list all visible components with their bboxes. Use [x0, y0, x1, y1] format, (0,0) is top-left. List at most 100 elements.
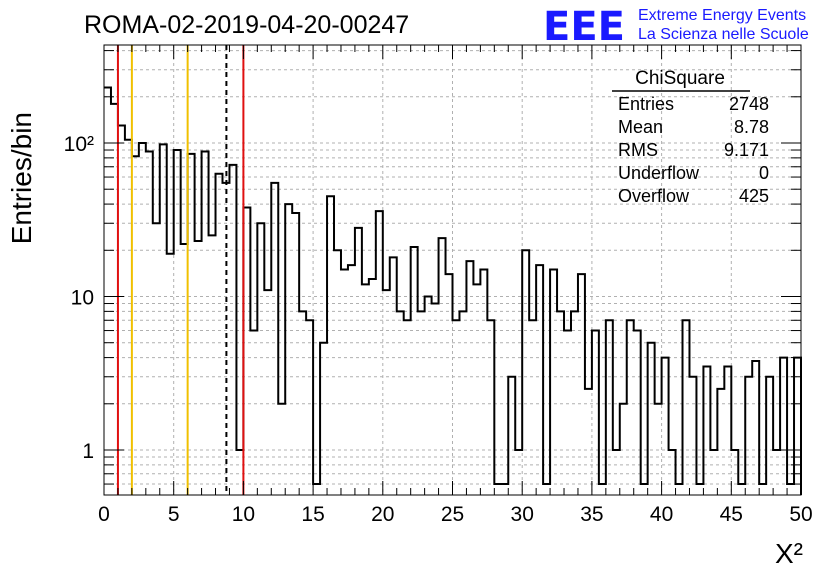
histogram-bin	[118, 126, 125, 495]
histogram-bin	[439, 238, 446, 495]
histogram-bin	[669, 450, 676, 495]
x-tick-label: 5	[168, 503, 180, 526]
histogram-bin	[655, 404, 662, 495]
histogram-bin	[564, 331, 571, 495]
histogram-bin	[404, 320, 411, 495]
histogram-bin	[271, 183, 278, 495]
histogram-bin	[202, 152, 209, 495]
histogram-bin	[459, 311, 466, 495]
histogram-bin	[606, 320, 613, 495]
histogram-bin	[341, 269, 348, 495]
histogram-bin	[683, 320, 690, 495]
x-tick-labels: 0 5 10 15 20 25 30 35 40 45 50	[98, 503, 813, 526]
histogram-bin	[425, 297, 432, 496]
histogram-bin	[515, 450, 522, 495]
histogram-bin	[724, 366, 731, 495]
histogram-bin	[146, 152, 153, 495]
histogram-bin	[780, 358, 787, 495]
y-tick-labels: 1 10 10²	[64, 133, 94, 463]
histogram-bin	[209, 235, 216, 495]
histogram-bin	[571, 311, 578, 495]
histogram-bin	[174, 150, 181, 495]
x-tick-label: 20	[371, 503, 394, 526]
y-tick-label: 10	[71, 287, 94, 310]
histogram-bin	[125, 140, 132, 495]
histogram-bin	[453, 320, 460, 495]
histogram-bin	[432, 304, 439, 495]
histogram-bin	[585, 389, 592, 495]
histogram-bin	[557, 311, 564, 495]
stats-row-value: 425	[739, 186, 769, 206]
histogram-bin	[278, 404, 285, 495]
x-tick-label: 0	[98, 503, 110, 526]
x-axis-label: X²	[775, 538, 803, 569]
reference-lines	[116, 45, 245, 495]
histogram-bin	[153, 223, 160, 495]
histogram-bin	[508, 377, 515, 495]
histogram-bin	[418, 311, 425, 495]
histogram-bin	[216, 174, 223, 495]
histogram-bin	[390, 257, 397, 495]
histogram-bin	[773, 450, 780, 495]
histogram-bin	[648, 343, 655, 495]
histogram-bin	[306, 320, 313, 495]
histogram-bin	[550, 269, 557, 495]
histogram-bin	[229, 165, 236, 495]
histogram-bin	[662, 358, 669, 495]
histogram-bin	[320, 343, 327, 495]
x-tick-label: 30	[511, 503, 534, 526]
stats-row-value: 8.78	[734, 117, 769, 137]
histogram-bin	[578, 274, 585, 495]
stats-row-value: 0	[759, 163, 769, 183]
histogram-bin	[634, 331, 641, 495]
y-tick-label: 1	[82, 440, 94, 463]
histogram-bin	[195, 241, 202, 495]
logo-line-2: La Scienza nelle Scuole	[638, 26, 809, 43]
histogram-bin	[529, 320, 536, 495]
histogram-bin	[787, 484, 794, 495]
histogram-bin	[543, 484, 550, 495]
x-tick-label: 45	[720, 503, 743, 526]
histogram-bin	[411, 247, 418, 495]
histogram-bin	[480, 269, 487, 495]
histogram-bin	[710, 450, 717, 495]
stats-title: ChiSquare	[635, 68, 725, 89]
histogram-bin	[794, 358, 801, 495]
histogram-bin	[466, 261, 473, 495]
histogram-outline	[104, 86, 802, 495]
stats-row-value: 2748	[729, 94, 769, 114]
histogram-bin	[494, 484, 501, 495]
histogram-bin	[397, 311, 404, 495]
histogram-bin	[104, 87, 111, 495]
histogram-bin	[676, 484, 683, 495]
stats-row-label: Entries	[618, 94, 674, 114]
histogram-bin	[752, 361, 759, 495]
stats-row-label: Mean	[618, 117, 663, 137]
y-axis-label: Entries/bin	[6, 112, 37, 244]
stats-row-label: Overflow	[618, 186, 690, 206]
histogram-bin	[696, 484, 703, 495]
histogram-bin	[731, 450, 738, 495]
y-tick-label: 10²	[64, 133, 94, 156]
histogram-bin	[167, 254, 174, 495]
stats-row-label: RMS	[618, 140, 658, 160]
stats-rows: Entries 2748 Mean 8.78 RMS 9.171 Underflow 0 Ove…	[618, 94, 769, 206]
stats-row-value: 9.171	[724, 140, 769, 160]
histogram-bin	[111, 104, 118, 495]
stats-box: ChiSquare Entries 2748 Mean 8.78 RMS 9.171 Und…	[612, 68, 769, 206]
eee-logo-mark: EEE	[543, 4, 625, 50]
histogram-bin	[313, 484, 320, 495]
grid	[103, 45, 802, 495]
histogram-bin	[717, 389, 724, 495]
histogram-bin	[446, 274, 453, 495]
histogram-bin	[236, 450, 243, 495]
histogram-bin	[250, 331, 257, 495]
histogram-bin	[522, 250, 529, 495]
histogram-bin	[264, 290, 271, 495]
histogram-bin	[292, 213, 299, 495]
histogram-bin	[599, 484, 606, 495]
x-tick-label: 50	[789, 503, 812, 526]
histogram-bin	[613, 450, 620, 495]
histogram-bin	[181, 244, 188, 495]
